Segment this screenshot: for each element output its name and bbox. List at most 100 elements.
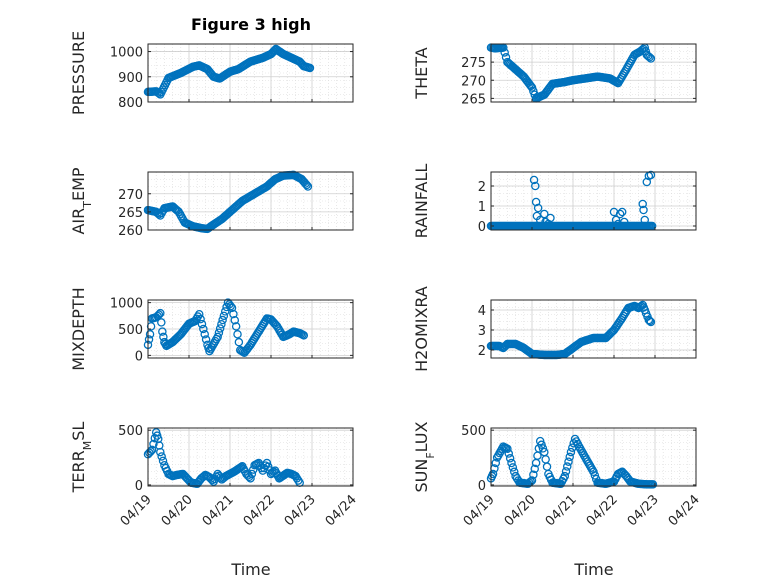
data-point — [157, 452, 166, 461]
data-point — [590, 471, 600, 480]
axes-frame — [490, 43, 697, 103]
data-point — [565, 452, 574, 462]
data-point — [646, 317, 656, 327]
data-point — [158, 456, 168, 466]
data-point — [535, 215, 545, 225]
data-point — [529, 86, 538, 96]
data-point — [638, 199, 647, 209]
x-tick-label: 04/20 — [502, 492, 539, 529]
x-tick-label: 04/19 — [461, 492, 498, 529]
data-point — [500, 48, 509, 57]
data-point — [196, 314, 205, 324]
data-point — [247, 469, 257, 479]
data-point — [617, 207, 627, 217]
x-tick-label: 04/23 — [282, 492, 319, 529]
y-tick-label: 500 — [118, 424, 143, 439]
y-axis-label: H2OMIXRA — [412, 286, 431, 372]
data-point — [265, 466, 274, 475]
data-point — [526, 81, 536, 91]
data-point — [215, 324, 225, 333]
x-tick-label: 04/23 — [625, 492, 662, 529]
data-point — [529, 175, 539, 185]
data-point — [540, 209, 549, 219]
data-point — [611, 215, 621, 225]
data-point — [537, 440, 546, 450]
y-tick-label: 500 — [118, 323, 143, 338]
data-point — [531, 181, 540, 191]
y-tick-label: 3 — [478, 324, 486, 339]
data-point — [200, 330, 209, 339]
data-point — [214, 328, 224, 337]
y-tick-label: 1000 — [110, 297, 143, 312]
y-tick-label: 4 — [478, 304, 486, 319]
y-axis-label: THETA — [412, 47, 431, 99]
y-tick-label: 1 — [478, 200, 486, 215]
mixdepth-plot: 0 500 1000 MIXDEPTH — [69, 287, 354, 371]
y-tick-label: 900 — [118, 71, 143, 86]
data-point — [156, 308, 165, 318]
y-tick-label: 500 — [461, 424, 486, 439]
data-point — [646, 170, 656, 180]
data-point — [218, 315, 227, 325]
y-tick-label: 275 — [461, 56, 486, 71]
x-tick-label: 04/22 — [584, 492, 621, 529]
axes-frame — [147, 43, 354, 103]
data-point — [246, 474, 255, 483]
figure-title: Figure 3 high — [191, 15, 311, 34]
axes-frame — [490, 171, 697, 231]
data-point — [620, 217, 629, 227]
data-point — [648, 480, 658, 489]
data-point — [291, 471, 300, 481]
x-tick-label: 04/20 — [159, 492, 196, 529]
data-point — [226, 301, 235, 311]
pressure-plot: 800 900 1000 PRESSURE — [69, 31, 354, 115]
data-point — [639, 205, 648, 215]
data-point — [589, 467, 598, 477]
y-tick-label: 270 — [461, 74, 486, 89]
data-point — [302, 180, 311, 190]
air-temp-plot: 260 265 270 AIRTEMP — [69, 167, 354, 239]
data-point — [530, 464, 539, 474]
y-tick-label: 2 — [478, 180, 486, 195]
data-point — [637, 45, 647, 55]
terr-msl-plot: 0 500 04/19 04/20 04/21 04/22 04/23 04/24 TERRMS… — [69, 422, 360, 530]
data-point — [533, 203, 543, 213]
data-point — [154, 310, 164, 319]
data-point — [262, 458, 272, 468]
data-point — [561, 467, 571, 476]
axes-frame — [147, 171, 354, 231]
data-point — [503, 444, 512, 454]
data-point — [153, 208, 162, 218]
data-point — [299, 331, 309, 340]
data-point — [615, 209, 625, 219]
data-point — [640, 215, 650, 225]
data-point — [146, 447, 155, 456]
data-point — [305, 63, 315, 73]
data-point — [488, 469, 498, 479]
data-point — [505, 454, 515, 463]
x-tick-label: 04/21 — [200, 492, 237, 529]
data-point — [233, 330, 242, 339]
sun-flux-plot: 0 500 04/19 04/20 04/21 04/22 04/23 04/24 SUNFLU… — [412, 421, 703, 529]
y-tick-label: 270 — [118, 188, 143, 203]
data-point — [504, 449, 514, 458]
data-point — [220, 307, 230, 316]
data-point — [146, 322, 156, 331]
y-tick-label: 1000 — [110, 46, 143, 61]
y-tick-label: 0 — [135, 349, 143, 364]
data-point — [149, 439, 158, 449]
data-point — [529, 470, 538, 479]
data-point — [641, 47, 651, 56]
x-tick-label: 04/21 — [543, 492, 580, 529]
data-point — [153, 311, 162, 321]
data-point — [145, 330, 155, 339]
data-point — [560, 471, 570, 481]
data-point — [508, 463, 518, 472]
data-point — [156, 447, 165, 457]
data-point — [230, 315, 240, 325]
data-point — [144, 335, 154, 344]
y-axis-label: TERRMSL — [69, 422, 94, 494]
rainfall-plot: 0 1 2 RAINFALL — [412, 164, 697, 238]
y-tick-label: 265 — [118, 206, 143, 221]
